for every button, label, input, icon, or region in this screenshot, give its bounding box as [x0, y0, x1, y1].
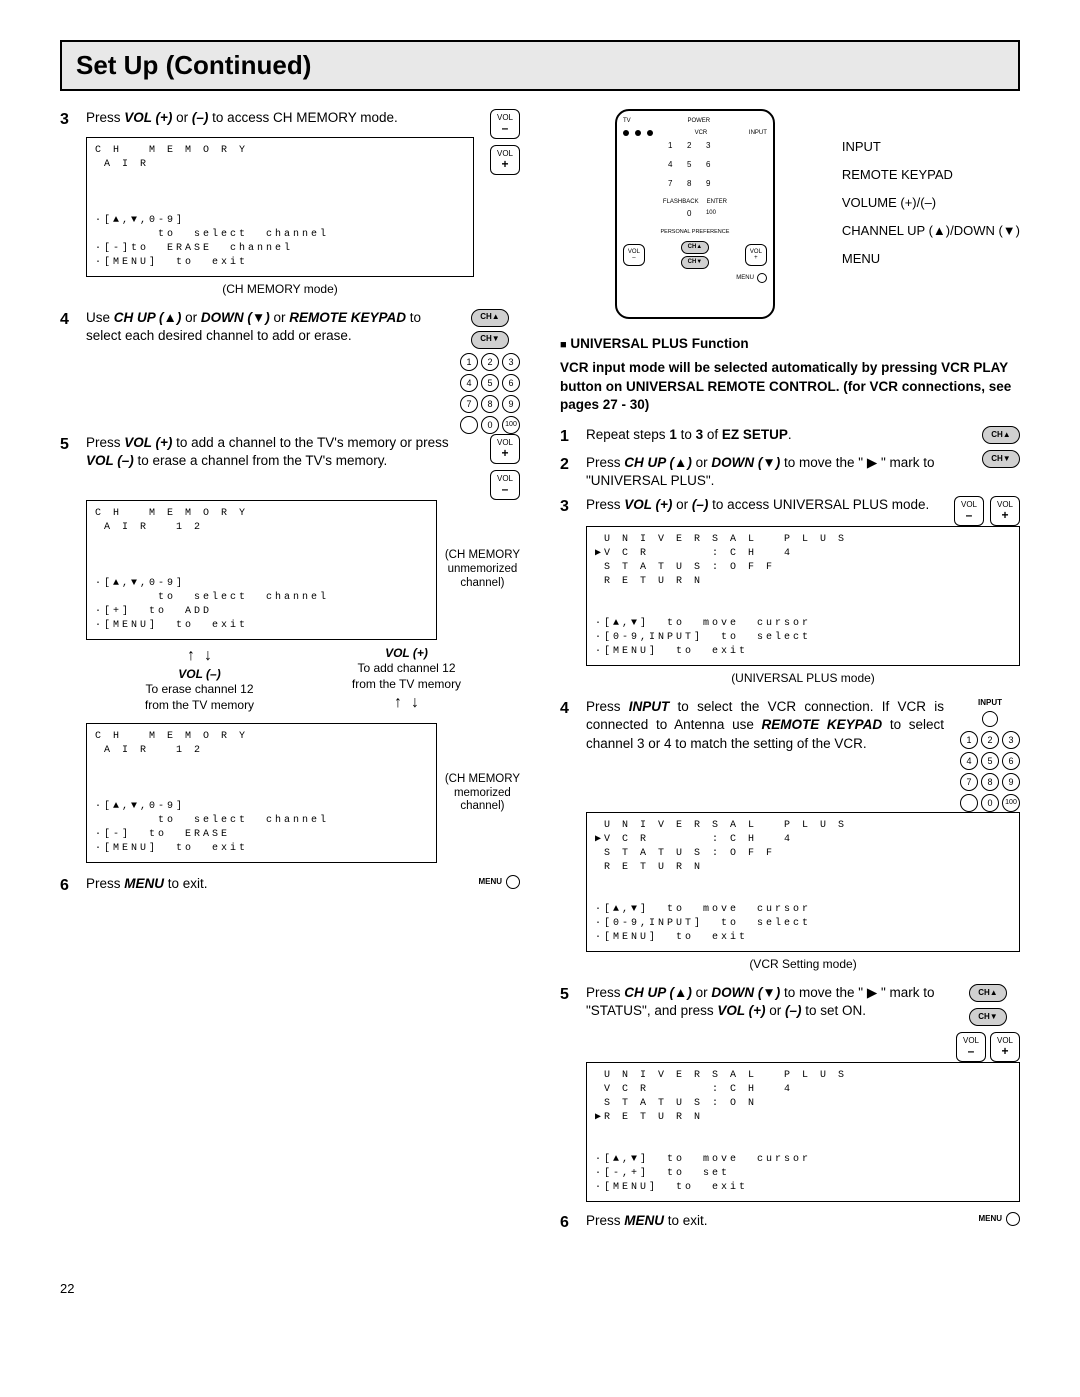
ch-down-icon: CH▼ [471, 331, 509, 349]
menu-button-icon: MENU [478, 875, 520, 889]
ch-up-icon: CH▲ [969, 984, 1007, 1002]
keypad-icon: 123 456 789 0100 [460, 353, 520, 434]
vol-buttons-icon: VOL– VOL+ [490, 109, 520, 175]
remote-labels: INPUT REMOTE KEYPAD VOLUME (+)/(–) CHANN… [842, 109, 1020, 275]
left-step-4: 4 Use CH UP (▲) or DOWN (▼) or REMOTE KE… [60, 309, 444, 345]
menu-button-icon: MENU [978, 1212, 1020, 1226]
osd-ch-memory-1: C H M E M O R Y A I R ·[▲,▼,0-9] to sele… [86, 137, 474, 277]
left-step-5: 5 Press VOL (+) to add a channel to the … [60, 434, 474, 470]
osd3-side-label: (CH MEMORY memorized channel) [445, 773, 520, 814]
left-step-6: 6 Press MENU to exit. [60, 875, 470, 897]
left-column: 3 Press VOL (+) or (–) to access CH MEMO… [60, 109, 520, 1240]
ch-keypad-icons: CH▲ CH▼ 123 456 789 0100 [460, 309, 520, 434]
vol-plus-icon: VOL+ [490, 145, 520, 175]
right-step-2: 2 Press CH UP (▲) or DOWN (▼) to move th… [560, 454, 966, 490]
osd2-side-label: (CH MEMORY unmemorized channel) [445, 549, 520, 590]
ch-buttons-icon: CH▲ CH▼ [982, 426, 1020, 468]
ch-down-icon: CH▼ [982, 450, 1020, 468]
right-step-3: 3 Press VOL (+) or (–) to access UNIVERS… [560, 496, 938, 518]
vol-buttons-icon: VOL– VOL+ [954, 496, 1020, 526]
right-column: TVPOWER VCRINPUT 123 456 789 FLASHBACKEN… [560, 109, 1020, 1240]
vol-minus-icon: VOL– [954, 496, 984, 526]
osd-r1-caption: (UNIVERSAL PLUS mode) [586, 670, 1020, 686]
ch-up-icon: CH▲ [982, 426, 1020, 444]
vol-plus-icon: VOL+ [990, 496, 1020, 526]
osd-universal-plus-2: U N I V E R S A L P L U S ▶V C R : C H 4… [586, 812, 1020, 952]
right-step-4: 4 Press INPUT to select the VCR connecti… [560, 698, 944, 753]
osd-universal-plus-3: U N I V E R S A L P L U S V C R : C H 4 … [586, 1062, 1020, 1202]
vol-minus-icon: VOL– [490, 470, 520, 500]
right-step-6: 6 Press MENU to exit. [560, 1212, 970, 1234]
page-title: Set Up (Continued) [76, 48, 1004, 83]
vol-plus-icon: VOL+ [490, 434, 520, 464]
ch-down-icon: CH▼ [969, 1008, 1007, 1026]
two-column-layout: 3 Press VOL (+) or (–) to access CH MEMO… [60, 109, 1020, 1240]
osd1-caption: (CH MEMORY mode) [86, 281, 474, 297]
osd-r2-caption: (VCR Setting mode) [586, 956, 1020, 972]
section-heading: ■ UNIVERSAL PLUS Function [560, 335, 1020, 353]
ch-vol-buttons-icon: CH▲ CH▼ VOL– VOL+ [956, 984, 1020, 1062]
vol-buttons-icon-2: VOL+ VOL– [490, 434, 520, 500]
title-bar: Set Up (Continued) [60, 40, 1020, 91]
section-intro: VCR input mode will be selected automati… [560, 359, 1020, 414]
vol-minus-icon: VOL– [956, 1032, 986, 1062]
osd-universal-plus-1: U N I V E R S A L P L U S ▶V C R : C H 4… [586, 526, 1020, 666]
osd-ch-memory-2: C H M E M O R Y A I R 1 2 ·[▲,▼,0-9] to … [86, 500, 437, 640]
right-step-1: 1 Repeat steps 1 to 3 of EZ SETUP. [560, 426, 966, 448]
vol-minus-icon: VOL– [490, 109, 520, 139]
osd-ch-memory-3: C H M E M O R Y A I R 1 2 ·[▲,▼,0-9] to … [86, 723, 437, 863]
right-step-5: 5 Press CH UP (▲) or DOWN (▼) to move th… [560, 984, 940, 1020]
vol-plus-icon: VOL+ [990, 1032, 1020, 1062]
ch-up-icon: CH▲ [471, 309, 509, 327]
remote-diagram: TVPOWER VCRINPUT 123 456 789 FLASHBACKEN… [560, 109, 1020, 319]
keypad-icon: 123 456 789 0100 [960, 731, 1020, 812]
input-keypad-icons: INPUT 123 456 789 0100 [960, 698, 1020, 812]
remote-control-icon: TVPOWER VCRINPUT 123 456 789 FLASHBACKEN… [615, 109, 775, 319]
page-number: 22 [60, 1280, 1020, 1298]
input-button-icon: INPUT [978, 698, 1002, 727]
left-step-3: 3 Press VOL (+) or (–) to access CH MEMO… [60, 109, 474, 131]
vol-arrow-diagram: ↑ ↓ VOL (–) To erase channel 12 from the… [86, 646, 520, 714]
